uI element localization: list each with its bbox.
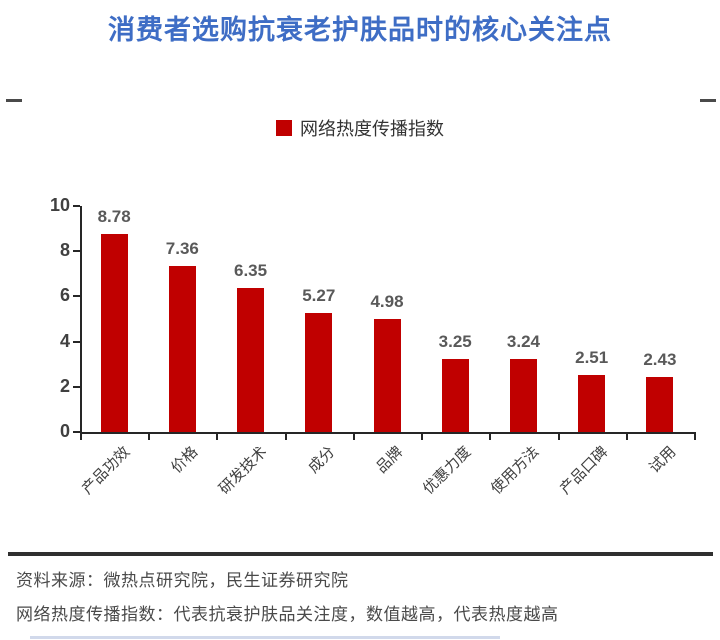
y-axis-tick xyxy=(73,431,80,433)
chart-legend: 网络热度传播指数 xyxy=(0,115,720,141)
y-axis-tick-label: 0 xyxy=(59,421,70,441)
x-axis-line xyxy=(80,432,696,434)
x-axis-tick xyxy=(284,432,287,440)
bar xyxy=(509,358,537,432)
bar-value-label: 2.43 xyxy=(643,350,677,370)
index-note: 网络热度传播指数：代表抗衰护肤品关注度，数值越高，代表热度越高 xyxy=(16,605,559,624)
left-crop-mark xyxy=(6,99,22,102)
bar-value-label: 7.36 xyxy=(165,238,199,258)
y-axis-tick xyxy=(73,205,80,207)
x-axis-tick xyxy=(216,432,219,440)
y-axis-tick-label: 8 xyxy=(59,240,70,261)
y-axis-tick xyxy=(73,250,80,253)
source-note: 资料来源：微热点研究院，民生证券研究院 xyxy=(16,571,349,590)
bar xyxy=(305,312,333,432)
bar-value-label: 8.78 xyxy=(97,206,131,226)
y-axis-tick-label: 10 xyxy=(49,195,70,215)
bar-value-label: 2.51 xyxy=(575,348,609,368)
bar xyxy=(100,233,128,432)
x-axis-tick xyxy=(625,432,628,440)
y-axis-tick-label: 2 xyxy=(59,375,70,396)
chart-title: 消费者选购抗衰老护肤品时的核心关注点 xyxy=(108,15,612,45)
y-axis-line xyxy=(80,206,82,434)
bar xyxy=(237,288,265,432)
footer-divider xyxy=(8,552,713,556)
legend-label: 网络热度传播指数 xyxy=(300,119,444,139)
y-axis-tick-label: 6 xyxy=(59,285,70,306)
bar xyxy=(646,377,674,432)
y-axis-tick xyxy=(73,295,80,298)
y-axis-tick-label: 4 xyxy=(59,330,70,351)
bar-value-label: 3.24 xyxy=(506,331,540,351)
bar-value-label: 3.25 xyxy=(438,331,472,351)
x-axis-tick xyxy=(694,432,696,440)
bar-value-label: 5.27 xyxy=(302,285,336,305)
x-axis-tick xyxy=(421,432,424,440)
bar xyxy=(578,375,606,432)
bar xyxy=(373,319,401,432)
bar-value-label: 4.98 xyxy=(370,292,404,312)
x-axis-tick xyxy=(352,432,355,440)
bar-chart: 0 2 4 6 8 10 8.78 产品功效 7.36 价格 6.35 研发技术 5.27 成分 4.98 品… xyxy=(49,195,696,498)
bottom-accent-line xyxy=(30,636,500,639)
x-axis-tick xyxy=(148,432,151,440)
x-axis-tick xyxy=(489,432,492,440)
bar-value-label: 6.35 xyxy=(234,261,268,281)
x-axis-tick xyxy=(80,432,82,440)
bar xyxy=(441,358,469,432)
y-axis-tick xyxy=(73,340,80,343)
x-axis-tick xyxy=(557,432,560,440)
legend-swatch-icon xyxy=(276,120,292,136)
y-axis-tick xyxy=(73,385,80,388)
bar xyxy=(168,265,196,432)
right-crop-mark xyxy=(700,99,716,102)
